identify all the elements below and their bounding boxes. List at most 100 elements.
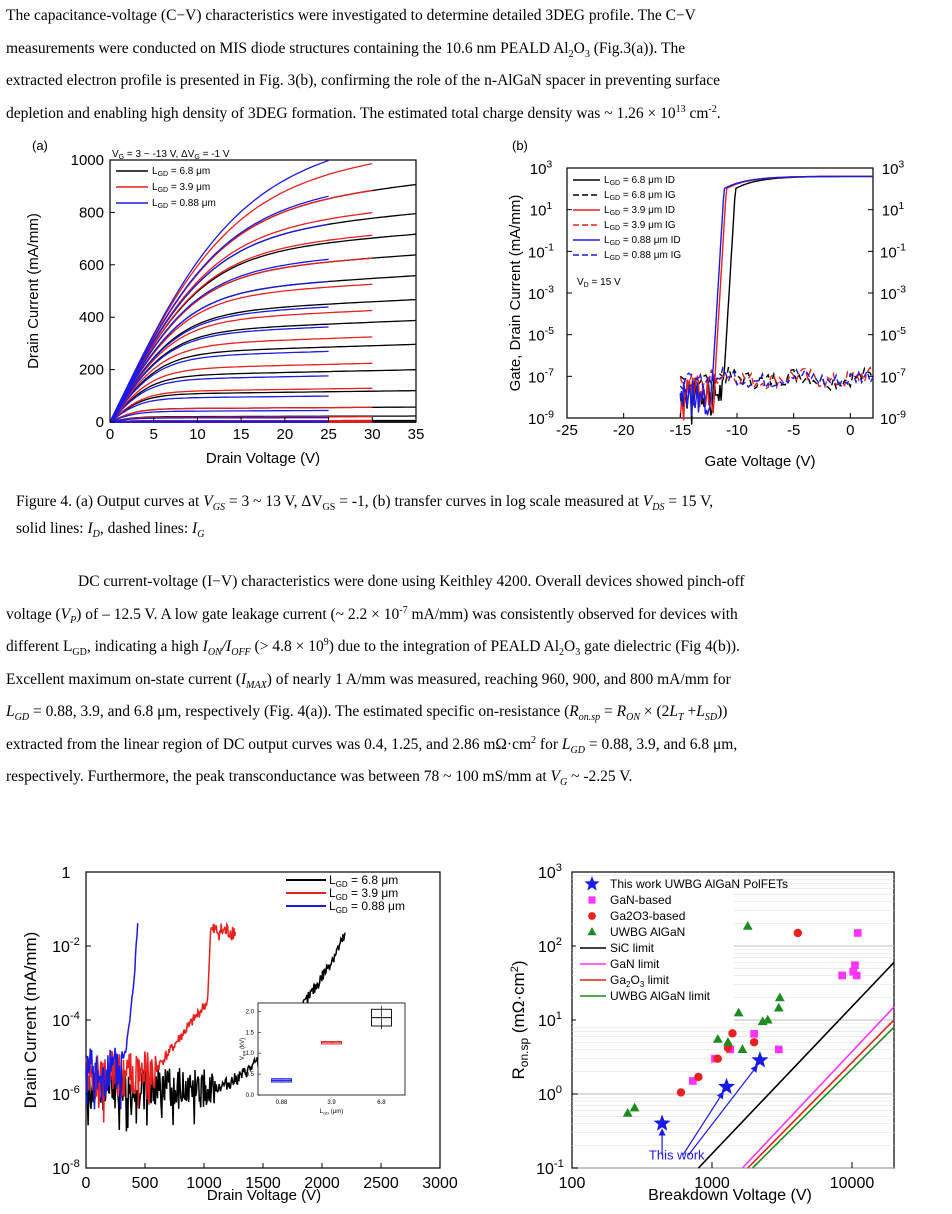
output-curve-red-7 — [109, 336, 373, 423]
x-tick-label: 3000 — [422, 1175, 458, 1192]
legend-label: LGD = 0.88 μm — [329, 899, 405, 915]
inset-y-tick-label: 1.5 — [246, 1030, 255, 1036]
marker-triangle — [723, 1037, 733, 1046]
output-curve-blue-2 — [109, 223, 329, 423]
marker-circle — [588, 912, 596, 920]
legend-label: Ga2O3 limit — [610, 973, 670, 989]
output-curve-red-8 — [109, 362, 373, 423]
x-tick-label: 500 — [132, 1175, 159, 1192]
annotation-vd: VD = 15 V — [577, 277, 621, 289]
x-tick-label: 25 — [320, 426, 337, 443]
text-line: The capacitance-voltage (C−V) characteri… — [6, 7, 696, 24]
output-curve-blue-5 — [109, 306, 329, 423]
legend-bg — [576, 876, 734, 1026]
arrow-this-work — [688, 1064, 758, 1156]
output-curve-black-9 — [109, 389, 417, 423]
y-tick-label: 101 — [538, 1010, 562, 1030]
marker-triangle — [737, 1044, 748, 1053]
text-line: extracted from the linear region of DC o… — [6, 734, 738, 756]
arrow-this-work — [682, 1091, 724, 1156]
x-tick-label: -5 — [787, 422, 800, 439]
y-tick-label-right: 101 — [882, 200, 905, 220]
output-curve-red-6 — [109, 309, 373, 423]
marker-square — [851, 961, 859, 970]
ylabel-a: Drain Current (mA/mm) — [25, 213, 42, 369]
xlabel-c: Drain Voltage (V) — [207, 1187, 321, 1204]
output-curve-red-10 — [109, 406, 373, 423]
x-tick-label: -15 — [669, 422, 691, 439]
marker-circle — [728, 1029, 737, 1038]
ylabel-d: Ron.sp (mΩ·cm2) — [509, 960, 531, 1079]
y-tick-label-right: 10-9 — [880, 408, 906, 428]
marker-star — [653, 1114, 671, 1131]
marker-circle — [723, 1043, 733, 1053]
ylabel-b: Gate, Drain Current (mA/mm) — [507, 195, 524, 392]
legend-label: LGD = 3.9 μm — [329, 886, 398, 902]
output-curve-red-3 — [109, 234, 373, 423]
x-tick-label: 35 — [408, 426, 425, 443]
y-tick-label-right: 10-7 — [880, 367, 906, 387]
y-tick-label: 10-8 — [52, 1158, 80, 1178]
y-tick-label-right: 10-5 — [880, 325, 906, 345]
caption-line: Figure 4. (a) Output curves at VGS = 3 ~… — [16, 493, 714, 514]
legend-label: This work UWBG AlGaN PolFETs — [610, 877, 788, 891]
text-line: measurements were conducted on MIS diode… — [6, 39, 686, 60]
output-curve-black-6 — [109, 319, 417, 423]
y-tick-label: 102 — [538, 936, 562, 956]
limit-line-green — [752, 1026, 895, 1169]
inset-box-plot: 0.0 0.5 1.0 1.5 2.0 0.88 3.9 6.8 LGD (μm) VBR (kV… — [240, 1002, 406, 1116]
marker-square — [853, 929, 862, 937]
panel-label-a: (a) — [32, 138, 48, 153]
marker-triangle — [742, 920, 753, 930]
marker-star — [751, 1051, 769, 1068]
marker-triangle — [733, 1007, 744, 1017]
output-curve-blue-6 — [109, 326, 329, 423]
output-curve-red-9 — [109, 387, 373, 423]
x-tick-label: 15 — [233, 426, 250, 443]
marker-circle — [749, 1038, 759, 1047]
marker-square — [838, 971, 846, 980]
y-tick-label-right: 103 — [882, 158, 905, 178]
output-curve-blue-8 — [109, 375, 329, 423]
x-tick-label: 10000 — [830, 1175, 875, 1192]
legend-label: SiC limit — [610, 941, 655, 955]
x-tick-label: 1000 — [694, 1175, 730, 1192]
marker-square — [774, 1045, 783, 1054]
marker-triangle — [622, 1107, 633, 1117]
legend-label: GaN-based — [610, 893, 671, 907]
y-tick-label-right: 10-1 — [880, 242, 906, 262]
marker-triangle — [587, 927, 597, 936]
y-tick-label: 200 — [79, 362, 104, 379]
y-tick-label: 100 — [538, 1084, 562, 1104]
output-curve-blue-7 — [109, 350, 329, 423]
inset-y-tick-label: 0.5 — [246, 1072, 255, 1078]
legend-label: LGD = 6.8 μm — [329, 873, 398, 889]
legend-label: LGD = 0.88 μm IG — [604, 250, 681, 262]
breakdown-curve-blue — [85, 923, 139, 1110]
marker-square — [750, 1029, 758, 1038]
marker-triangle — [712, 1033, 723, 1043]
x-tick-label: 20 — [277, 426, 294, 443]
inset-x-tick-label: 0.88 — [276, 1100, 288, 1106]
caption-line: solid lines: ID, dashed lines: IG — [16, 520, 205, 541]
text-line: respectively. Furthermore, the peak tran… — [6, 768, 633, 789]
x-tick-label: -25 — [556, 422, 578, 439]
x-tick-label: -10 — [726, 422, 748, 439]
marker-circle — [676, 1088, 686, 1097]
figure-breakdown-curves: 0 500 1000 1500 2000 2500 3000 10-8 10-6 10-4 10-2… — [21, 865, 458, 1204]
legend-label: LGD = 3.9 μm ID — [604, 205, 675, 217]
dc-iv-paragraph: DC current-voltage (I−V) characteristics… — [6, 566, 942, 794]
marker-triangle — [774, 992, 785, 1002]
annotation-this-work: This work — [649, 1148, 705, 1163]
text-line: LGD = 0.88, 3.9, and 6.8 μm, respectivel… — [6, 703, 728, 724]
y-tick-label: 10-1 — [528, 242, 554, 262]
x-tick-label: 10 — [189, 426, 206, 443]
xlabel-d: Breakdown Voltage (V) — [648, 1187, 812, 1204]
limit-line-red — [747, 1019, 895, 1169]
xlabel-a: Drain Voltage (V) — [206, 450, 320, 467]
text-line: depletion and enabling high density of 3… — [6, 103, 721, 122]
y-tick-label: 10-6 — [52, 1084, 80, 1104]
figure-4a-output-curves: (a) 0 5 10 15 20 25 30 35 0 200 400 600 800 1000 VG =… — [25, 138, 425, 467]
